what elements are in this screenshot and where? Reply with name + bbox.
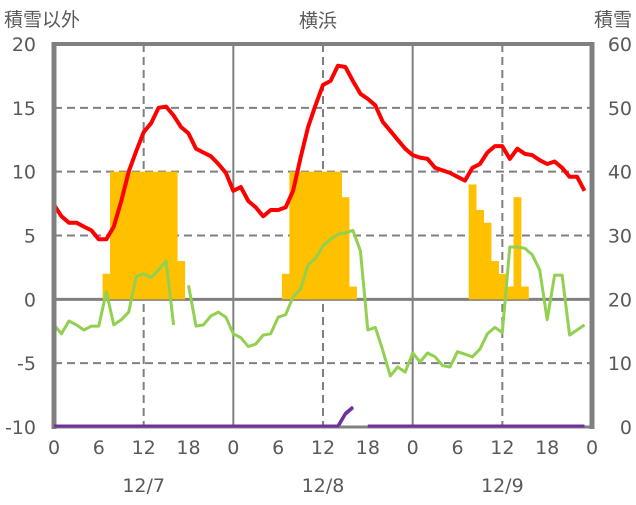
bar: [311, 171, 320, 300]
right-axis-label: 積雪: [594, 9, 632, 31]
green-line: [52, 259, 176, 336]
bar: [296, 171, 305, 300]
date-label: 12/7: [122, 475, 165, 497]
x-tick-label: 12: [311, 437, 335, 459]
x-tick-label: 0: [48, 437, 60, 459]
bar: [154, 171, 163, 300]
bar: [341, 197, 350, 300]
right-tick-label: 20: [608, 289, 632, 311]
left-y-ticks: 20 15 10 5 0 -5 -10: [5, 34, 36, 439]
bar: [132, 171, 141, 300]
bar: [281, 273, 290, 300]
left-axis-label: 積雪以外: [4, 9, 80, 31]
left-tick-label: 15: [12, 98, 36, 120]
red-line: [52, 63, 587, 242]
bar: [498, 273, 507, 300]
right-tick-label: 40: [608, 162, 632, 184]
bar: [304, 171, 313, 300]
gridlines: [54, 44, 592, 427]
left-tick-label: 20: [12, 34, 36, 56]
x-tick-label: 0: [586, 437, 598, 459]
x-tick-label: 12: [132, 437, 156, 459]
bar-series: [102, 171, 529, 300]
left-tick-label: -5: [17, 353, 36, 375]
x-tick-label: 6: [451, 437, 463, 459]
x-tick-label: 18: [535, 437, 559, 459]
bar: [162, 171, 171, 300]
green-line: [187, 228, 586, 378]
plot-frame: [51, 42, 595, 429]
bar: [319, 171, 328, 300]
right-y-ticks: 60 50 40 30 20 10 0: [608, 34, 632, 439]
bar: [169, 171, 178, 300]
bar: [521, 286, 529, 300]
purple-line: [54, 406, 354, 429]
x-tick-label: 0: [227, 437, 239, 459]
purple-line: [54, 405, 354, 428]
left-tick-label: 5: [24, 226, 36, 248]
date-labels: 12/7 12/8 12/9: [122, 475, 523, 497]
bar: [177, 261, 186, 300]
left-tick-label: 10: [12, 162, 36, 184]
x-ticks: 0 6 12 18 0 6 12 18 0 6 12 18 0: [48, 437, 598, 459]
x-tick-label: 12: [490, 437, 514, 459]
left-tick-label: -10: [5, 417, 36, 439]
bar: [491, 261, 499, 300]
x-tick-label: 6: [272, 437, 284, 459]
x-tick-label: 18: [356, 437, 380, 459]
x-tick-label: 6: [93, 437, 105, 459]
bar: [139, 171, 148, 300]
date-label: 12/8: [302, 475, 345, 497]
date-label: 12/9: [481, 475, 524, 497]
right-tick-label: 30: [608, 226, 632, 248]
bar: [102, 273, 111, 300]
x-tick-label: 0: [407, 437, 419, 459]
bar: [349, 286, 357, 300]
bar: [506, 286, 514, 300]
bar: [476, 209, 484, 300]
bar: [468, 184, 477, 300]
bar: [483, 222, 492, 300]
left-tick-label: 0: [24, 289, 36, 311]
right-tick-label: 60: [608, 34, 632, 56]
bar: [110, 171, 118, 300]
right-tick-label: 50: [608, 98, 632, 120]
x-tick-label: 18: [176, 437, 200, 459]
bar: [289, 171, 298, 300]
bar: [117, 171, 126, 300]
right-tick-label: 10: [608, 353, 632, 375]
bar: [124, 171, 133, 300]
chart-title: 横浜: [299, 10, 337, 32]
right-tick-label: 0: [620, 417, 632, 439]
bar: [326, 171, 335, 300]
bar: [147, 171, 156, 300]
